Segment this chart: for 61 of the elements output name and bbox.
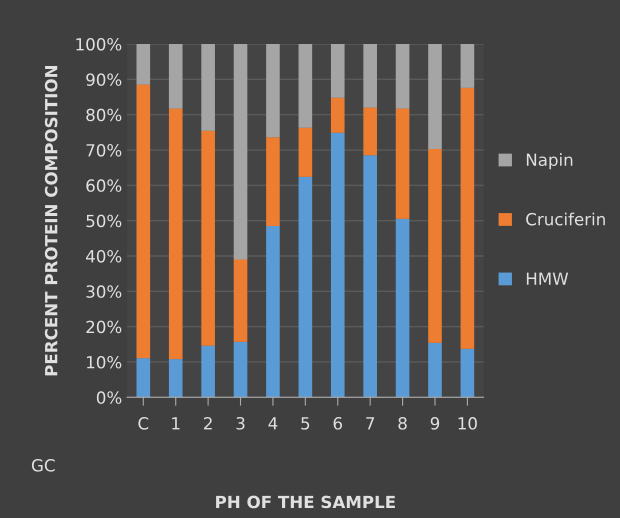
- bar: [168, 108, 183, 360]
- y-tick-label: 30%: [86, 285, 122, 298]
- x-tick-label: 5: [301, 417, 310, 430]
- text: GC: [32, 459, 55, 472]
- bar: [396, 44, 410, 109]
- bar: [234, 44, 248, 260]
- x-tick-label: 10: [458, 417, 477, 430]
- bar: [363, 108, 377, 156]
- y-tick-label: 90%: [86, 73, 122, 86]
- bar: [298, 176, 312, 398]
- x-tick-label: 8: [398, 417, 407, 430]
- bar: [234, 260, 248, 342]
- bar: [201, 130, 215, 346]
- legend-label: HMW: [526, 272, 568, 285]
- bar: [428, 44, 442, 149]
- x-tick-label: 1: [172, 417, 180, 430]
- bar: [168, 359, 183, 398]
- x-tick-label: 6: [334, 417, 342, 430]
- y-tick-label: 60%: [86, 179, 122, 192]
- bar: [201, 44, 215, 131]
- bar: [266, 137, 280, 226]
- y-tick-label: 70%: [86, 144, 122, 157]
- x-tick-label: 2: [204, 417, 212, 430]
- bar: [136, 358, 150, 398]
- y-tick-label: 80%: [86, 108, 122, 122]
- x-tick-label: 4: [268, 417, 278, 430]
- x-tick-label: C: [138, 417, 148, 430]
- y-tick-label: 0%: [96, 391, 122, 404]
- bar: [136, 44, 150, 85]
- bar: [460, 88, 474, 349]
- bar: [460, 44, 474, 88]
- bar: [363, 155, 377, 398]
- bar: [330, 44, 345, 98]
- bar: [136, 84, 150, 358]
- bar: [428, 342, 442, 398]
- bar: [266, 226, 280, 398]
- x-tick-label: 9: [430, 417, 440, 430]
- bar: [330, 132, 345, 398]
- bar: [396, 108, 410, 219]
- bar: [168, 44, 183, 109]
- bar: [298, 44, 312, 128]
- y-tick-label: 50%: [86, 214, 122, 228]
- bar: [460, 348, 474, 398]
- y-tick-label: 20%: [86, 320, 122, 334]
- y-tick-label: 40%: [86, 250, 122, 263]
- x-tick-label: 7: [366, 417, 374, 430]
- x-axis-title: PH OF THE SAMPLE: [216, 496, 395, 508]
- bar: [330, 98, 345, 133]
- bar: [201, 346, 215, 398]
- y-axis-title: PERCENT PROTEIN COMPOSITION: [44, 66, 58, 376]
- y-tick-label: 10%: [87, 356, 122, 369]
- bar: [234, 342, 248, 398]
- bar: [428, 148, 442, 343]
- legend-label: Napin: [526, 153, 572, 170]
- bar: [298, 128, 312, 177]
- bar: [363, 44, 377, 108]
- bar: [396, 218, 410, 398]
- x-tick-label: 3: [236, 417, 244, 430]
- bar: [266, 44, 280, 138]
- legend-label: Cruciferin: [526, 212, 605, 226]
- y-tick-label: 100%: [76, 38, 122, 51]
